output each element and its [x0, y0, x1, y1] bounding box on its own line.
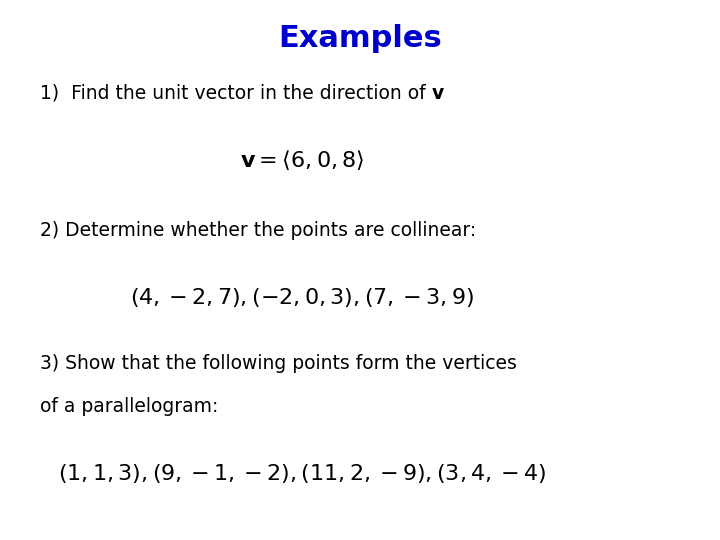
Text: of a parallelogram:: of a parallelogram: [40, 397, 218, 416]
Text: $(4,-2,7),(-2,0,3),(7,-3,9)$: $(4,-2,7),(-2,0,3),(7,-3,9)$ [130, 286, 474, 309]
Text: 3) Show that the following points form the vertices: 3) Show that the following points form t… [40, 354, 516, 373]
Text: 1)  Find the unit vector in the direction of: 1) Find the unit vector in the direction… [40, 84, 431, 103]
Text: Examples: Examples [278, 24, 442, 53]
Text: 2) Determine whether the points are collinear:: 2) Determine whether the points are coll… [40, 221, 476, 240]
Text: $(1,1,3),(9,-1,-2),(11,2,-9),(3,4,-4)$: $(1,1,3),(9,-1,-2),(11,2,-9),(3,4,-4)$ [58, 462, 546, 485]
Text: $\mathbf{v} = \langle 6, 0, 8 \rangle$: $\mathbf{v} = \langle 6, 0, 8 \rangle$ [240, 148, 364, 172]
Text: v: v [431, 84, 444, 103]
Text: 1)  Find the unit vector in the direction of: 1) Find the unit vector in the direction… [40, 84, 431, 103]
